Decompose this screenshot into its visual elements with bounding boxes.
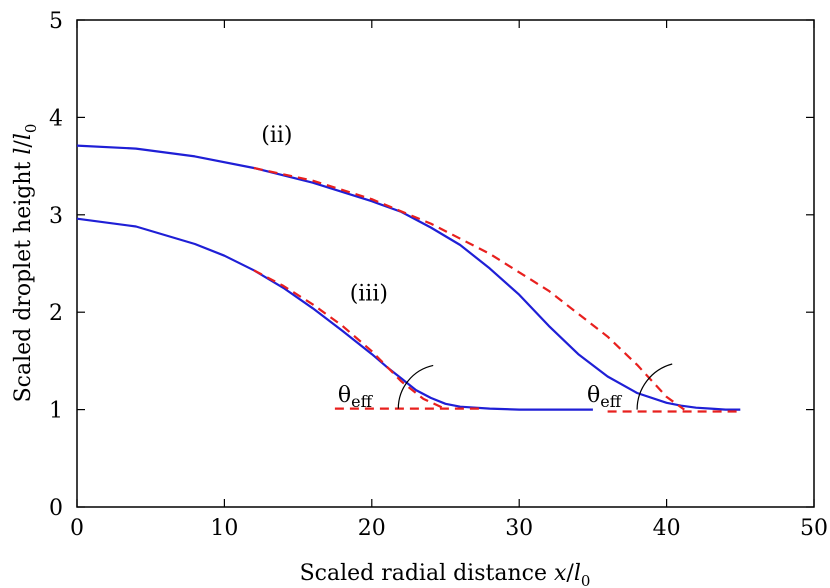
y-tick-label: 2: [49, 301, 63, 326]
x-tick-label: 50: [800, 516, 828, 541]
x-axis-label-sub: 0: [581, 572, 591, 588]
y-axis-label-slash: /: [11, 140, 36, 148]
annotations: (ii)(iii)θeff θeff: [261, 123, 673, 411]
x-axis-label-var: x: [554, 561, 567, 586]
angle-arc-1: [397, 364, 434, 409]
y-tick-label: 0: [49, 496, 63, 521]
x-tick-label: 30: [505, 516, 533, 541]
y-tick-label: 4: [49, 106, 63, 131]
curve-label-2: (iii): [350, 282, 388, 307]
theta-subscript: eff: [600, 392, 622, 411]
theta-symbol: θ: [587, 383, 600, 408]
y-axis-label-sub: 0: [22, 124, 40, 134]
x-axis-label-text: Scaled radial distance: [300, 561, 554, 586]
theta-eff-label-2: θeff: [587, 383, 623, 411]
series: [76, 144, 741, 413]
y-axis-label-text: Scaled droplet height: [11, 155, 36, 403]
theta-symbol: θ: [338, 383, 351, 408]
y-tick-label: 5: [49, 9, 63, 34]
theta-subscript: eff: [351, 392, 373, 411]
y-axis-label-sym: l: [11, 133, 36, 140]
x-tick-label: 20: [358, 516, 386, 541]
x-axis-label-slash: /: [566, 561, 574, 586]
theta-eff-label-1: θeff: [338, 383, 374, 411]
angle-arc-2: [636, 363, 673, 410]
series-line-2: [253, 166, 685, 411]
y-axis-label-var: l: [11, 148, 36, 155]
x-tick-label: 40: [653, 516, 681, 541]
plot-frame: [76, 19, 815, 508]
x-axis-label: Scaled radial distance x/l0: [300, 561, 591, 588]
y-axis-label: Scaled droplet height l/l0: [11, 124, 40, 403]
x-tick-label: 0: [70, 516, 84, 541]
x-tick-label: 10: [210, 516, 238, 541]
y-tick-label: 1: [49, 399, 63, 424]
y-tick-label: 3: [49, 204, 63, 229]
x-axis-label-sym: l: [574, 561, 581, 586]
curve-label-1: (ii): [261, 123, 292, 148]
series-line-5: [253, 269, 444, 409]
series-line-4: [76, 217, 593, 411]
ticks: 0 10 20 30 40 50 0 1 2 3 4 5: [49, 9, 828, 541]
